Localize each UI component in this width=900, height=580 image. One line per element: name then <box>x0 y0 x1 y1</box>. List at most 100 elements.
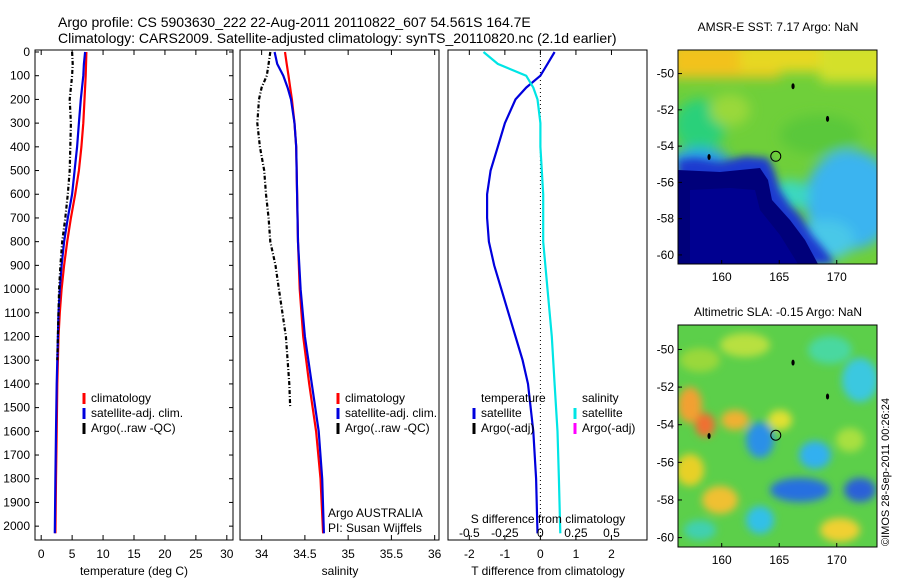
y-tick-label: 1900 <box>3 495 30 509</box>
x-tick-label: -2 <box>464 547 475 561</box>
top-x-tick-label: 0 <box>537 526 544 540</box>
series-salinity_satellite-line <box>482 51 562 534</box>
series-satellite-line <box>486 51 556 534</box>
x-tick-label: 2 <box>608 547 615 561</box>
map-y-tick-label: -56 <box>657 175 675 189</box>
y-tick-label: 1400 <box>3 377 30 391</box>
legend-label: climatology <box>345 391 405 405</box>
y-tick-label: 1500 <box>3 401 30 415</box>
y-tick-label: 1800 <box>3 472 30 486</box>
island-mark <box>825 393 830 400</box>
x-tick-label: 30 <box>220 547 234 561</box>
legend-label: climatology <box>91 391 151 405</box>
legend-label: satellite <box>582 406 623 420</box>
top-x-tick-label: -0.25 <box>491 526 519 540</box>
top-x-tick-label: -0.5 <box>459 526 480 540</box>
x-tick-label: 20 <box>158 547 172 561</box>
series-satellite-line <box>273 51 325 534</box>
map-y-tick-label: -58 <box>657 493 675 507</box>
y-tick-label: 2000 <box>3 519 30 533</box>
sla-map-panel: Altimetric SLA: -0.15 Argo: NaN <box>657 305 878 567</box>
map-y-tick-label: -50 <box>657 67 675 81</box>
island-mark <box>791 83 795 90</box>
salinity-profile-panel: 34 34.5 35 35.5 36 salinity climatologysatel… <box>239 49 442 578</box>
y-tick-label: 600 <box>10 187 30 201</box>
map-y-tick-label: -54 <box>657 139 675 153</box>
temperature-profile-panel: 0100200300400500600700800900100011001200… <box>3 45 647 578</box>
series-argo-line <box>56 51 74 361</box>
map-y-tick-label: -52 <box>657 103 675 117</box>
legend-label: Argo(..raw -QC) <box>91 421 176 435</box>
y-tick-label: 900 <box>10 258 30 272</box>
x-tick-label: 25 <box>189 547 203 561</box>
legend-label: satellite <box>481 406 522 420</box>
diff-top-xlabel: S difference from climatology <box>471 512 626 526</box>
top-x-tick-label: 0.25 <box>564 526 588 540</box>
y-tick-label: 300 <box>10 116 30 130</box>
y-tick-label: 1300 <box>3 353 30 367</box>
y-tick-label: 400 <box>10 140 30 154</box>
top-x-tick-label: 0.5 <box>603 526 620 540</box>
map-y-tick-label: -58 <box>657 212 675 226</box>
x-tick-label: 0 <box>38 547 45 561</box>
x-tick-label: 1 <box>573 547 580 561</box>
map-y-tick-label: -52 <box>657 380 675 394</box>
legend-title-salinity: salinity <box>582 391 619 405</box>
y-tick-label: 1100 <box>4 306 30 320</box>
y-tick-label: 1200 <box>3 329 30 343</box>
header-title-line2: Climatology: CARS2009. Satellite-adjuste… <box>58 30 616 46</box>
legend-label: satellite-adj. clim. <box>345 406 437 420</box>
y-tick-label: 800 <box>10 235 30 249</box>
y-tick-label: 1600 <box>3 424 30 438</box>
x-tick-label: 35 <box>341 547 355 561</box>
map-y-tick-label: -54 <box>657 418 675 432</box>
map-x-tick-label: 170 <box>827 553 847 567</box>
island-mark <box>707 433 711 439</box>
y-tick-label: 700 <box>10 211 30 225</box>
profile-location-marker <box>770 429 782 441</box>
x-tick-label: -1 <box>500 547 511 561</box>
legend-label: Argo(-adj) <box>481 421 534 435</box>
x-tick-label: 35.5 <box>380 547 404 561</box>
difference-profile-panel: -2 -1 0 1 2 S difference from climatology -0… <box>447 49 648 578</box>
x-tick-label: 34.5 <box>293 547 317 561</box>
island-mark <box>825 115 830 122</box>
map-x-tick-label: 170 <box>827 270 847 284</box>
salinity-xlabel: salinity <box>322 564 359 578</box>
x-tick-label: 5 <box>69 547 76 561</box>
sst-map-title: AMSR-E SST: 7.17 Argo: NaN <box>698 20 859 34</box>
x-tick-label: 36 <box>428 547 442 561</box>
series-satellite-line <box>53 51 87 534</box>
legend-title-temperature: temperature <box>481 391 546 405</box>
difference-legend: temperature salinitysatelliteArgo(-adj)sa… <box>472 391 635 435</box>
x-tick-label: 10 <box>96 547 110 561</box>
temperature-xlabel: temperature (deg C) <box>80 564 188 578</box>
argo-annotation-line1: Argo AUSTRALIA <box>328 506 423 520</box>
map-x-tick-label: 160 <box>712 553 732 567</box>
y-tick-label: 0 <box>23 45 30 59</box>
map-y-tick-label: -60 <box>657 531 675 545</box>
diff-xlabel: T difference from climatology <box>471 564 625 578</box>
x-tick-label: 34 <box>255 547 269 561</box>
legend-label: satellite-adj. clim. <box>91 406 183 420</box>
map-y-tick-label: -50 <box>657 342 675 356</box>
y-tick-label: 200 <box>10 92 30 106</box>
sst-map-panel: AMSR-E SST: 7.17 Argo: NaN 160 165 170 -50 -… <box>657 20 878 284</box>
island-mark <box>791 359 795 366</box>
island-mark <box>707 154 711 160</box>
map-y-tick-label: -60 <box>657 248 675 262</box>
map-x-tick-label: 160 <box>712 270 732 284</box>
legend-label: Argo(-adj) <box>582 421 635 435</box>
map-x-tick-label: 165 <box>769 270 789 284</box>
y-tick-label: 100 <box>10 69 30 83</box>
argo-annotation-line2: PI: Susan Wijffels <box>328 521 422 535</box>
header-title-line1: Argo profile: CS 5903630_222 22-Aug-2011… <box>58 14 531 30</box>
profile-location-marker <box>770 150 782 162</box>
x-tick-label: 0 <box>537 547 544 561</box>
map-y-tick-label: -56 <box>657 455 675 469</box>
sla-map-title: Altimetric SLA: -0.15 Argo: NaN <box>694 305 862 319</box>
y-tick-label: 1700 <box>3 448 30 462</box>
